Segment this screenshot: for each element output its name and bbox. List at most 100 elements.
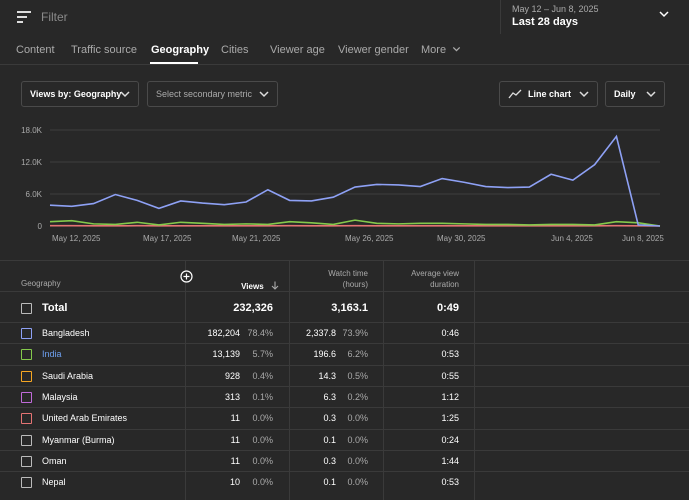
table-row[interactable]: Nepal 10 0.0% 0.1 0.0% 0:53 xyxy=(0,471,689,492)
tab-content[interactable]: Content xyxy=(16,44,55,56)
header-geography: Geography xyxy=(21,279,61,288)
header-watch-time-line1: Watch time xyxy=(328,269,368,278)
add-column-icon[interactable] xyxy=(180,270,193,283)
x-tick-label: May 26, 2025 xyxy=(345,234,394,243)
row-checkbox[interactable] xyxy=(21,349,32,361)
views-by-dropdown[interactable]: Views by: Geography xyxy=(21,81,139,107)
row-views: 928 xyxy=(224,370,240,381)
geography-table: Geography Views Watch time (hours) Avera… xyxy=(0,260,689,500)
header-watch-time[interactable]: Watch time (hours) xyxy=(328,269,368,289)
chart-type-dropdown[interactable]: Line chart xyxy=(499,81,598,107)
granularity-label: Daily xyxy=(614,89,636,99)
tab-viewer-age[interactable]: Viewer age xyxy=(270,44,325,56)
row-checkbox[interactable] xyxy=(21,391,32,403)
tab-more-label: More xyxy=(421,44,447,56)
row-checkbox[interactable] xyxy=(21,477,32,489)
table-row[interactable]: Saudi Arabia 928 0.4% 14.3 0.5% 0:55 xyxy=(0,364,689,386)
y-tick-label: 12.0K xyxy=(21,158,42,167)
row-avg-duration: 0:46 xyxy=(441,328,459,338)
row-views-pct: 0.0% xyxy=(252,434,273,445)
y-tick-label: 0 xyxy=(37,222,42,231)
tab-traffic-source[interactable]: Traffic source xyxy=(71,44,138,56)
row-watch-time: 0.1 xyxy=(323,434,336,445)
row-views: 11 xyxy=(230,434,240,445)
table-row[interactable]: United Arab Emirates 11 0.0% 0.3 0.0% 1:25 xyxy=(0,407,689,428)
row-country[interactable]: Myanmar (Burma) xyxy=(42,434,115,445)
row-views-pct: 0.0% xyxy=(252,455,273,466)
row-watch-time: 6.3 xyxy=(323,391,336,402)
row-country[interactable]: Saudi Arabia xyxy=(42,370,94,381)
tab-cities[interactable]: Cities xyxy=(221,44,249,56)
series-line xyxy=(49,134,661,227)
row-watch-time: 196.6 xyxy=(313,349,336,360)
granularity-dropdown[interactable]: Daily xyxy=(605,81,665,107)
row-views: 10 xyxy=(229,477,240,488)
total-label: Total xyxy=(42,302,68,314)
row-watch-pct: 0.0% xyxy=(347,455,368,466)
chevron-down-icon xyxy=(453,46,461,52)
header-avg-view-duration[interactable]: Average view duration xyxy=(411,269,459,289)
header-views-label: Views xyxy=(241,282,264,291)
total-avg-duration: 0:49 xyxy=(436,302,459,314)
views-by-label: Views by: Geography xyxy=(30,89,122,99)
tab-more[interactable]: More xyxy=(421,44,461,56)
series-line xyxy=(49,219,661,227)
column-divider xyxy=(474,261,475,500)
date-range-picker[interactable]: May 12 – Jun 8, 2025 Last 28 days xyxy=(500,0,689,34)
x-tick-label: May 17, 2025 xyxy=(143,234,192,243)
column-divider xyxy=(383,261,384,500)
row-watch-time: 0.3 xyxy=(323,413,336,424)
chevron-down-icon xyxy=(659,11,669,18)
row-checkbox[interactable] xyxy=(21,370,32,382)
table-row[interactable]: Oman 11 0.0% 0.3 0.0% 1:44 xyxy=(0,449,689,471)
table-row[interactable]: India 13,139 5.7% 196.6 6.2% 0:53 xyxy=(0,343,689,364)
tab-bar: Content Traffic source Geography Cities … xyxy=(0,34,689,65)
tab-viewer-gender[interactable]: Viewer gender xyxy=(338,44,409,56)
row-views: 13,139 xyxy=(212,349,240,360)
row-country[interactable]: Nepal xyxy=(42,477,66,488)
date-range-label: Last 28 days xyxy=(512,16,579,28)
x-tick-label: Jun 8, 2025 xyxy=(622,234,664,243)
line-chart-icon xyxy=(508,89,522,99)
tab-geography[interactable]: Geography xyxy=(151,44,210,56)
row-country[interactable]: United Arab Emirates xyxy=(42,413,128,424)
table-row[interactable]: Bangladesh 182,204 78.4% 2,337.8 73.9% 0:46 xyxy=(0,322,689,343)
row-checkbox[interactable] xyxy=(21,434,32,446)
chart-plot-area xyxy=(49,129,661,227)
row-watch-time: 14.3 xyxy=(318,370,336,381)
row-watch-pct: 0.0% xyxy=(347,434,368,445)
y-tick-label: 18.0K xyxy=(21,126,42,135)
row-country[interactable]: Bangladesh xyxy=(42,328,90,338)
row-avg-duration: 1:44 xyxy=(441,455,459,466)
row-country[interactable]: Malaysia xyxy=(42,391,78,402)
row-watch-time: 0.1 xyxy=(323,477,336,488)
secondary-metric-dropdown[interactable]: Select secondary metric xyxy=(147,81,278,107)
table-row[interactable]: Malaysia 313 0.1% 6.3 0.2% 1:12 xyxy=(0,385,689,407)
row-checkbox[interactable] xyxy=(21,455,32,467)
row-views-pct: 0.1% xyxy=(252,391,273,402)
chevron-down-icon xyxy=(579,91,589,98)
column-divider xyxy=(185,261,186,500)
row-avg-duration: 1:25 xyxy=(441,413,459,424)
filter-input[interactable]: Filter xyxy=(41,10,68,24)
x-tick-label: May 21, 2025 xyxy=(232,234,281,243)
top-bar: Filter May 12 – Jun 8, 2025 Last 28 days xyxy=(0,0,689,34)
views-line-chart: 18.0K 12.0K 6.0K 0 May 12, 2025 May 17, … xyxy=(0,118,689,250)
total-views: 232,326 xyxy=(233,302,273,314)
total-checkbox[interactable] xyxy=(21,303,32,314)
header-views[interactable]: Views xyxy=(241,278,279,292)
row-views: 11 xyxy=(230,413,240,424)
row-views: 11 xyxy=(230,455,240,466)
table-row[interactable]: Myanmar (Burma) 11 0.0% 0.1 0.0% 0:24 xyxy=(0,428,689,450)
header-avg-line1: Average view xyxy=(411,269,459,278)
filter-icon[interactable] xyxy=(17,11,31,23)
row-checkbox[interactable] xyxy=(21,328,32,339)
row-country[interactable]: Oman xyxy=(42,455,67,466)
row-country[interactable]: India xyxy=(42,349,62,360)
sort-down-arrow-icon xyxy=(271,281,279,291)
y-tick-label: 6.0K xyxy=(25,190,42,199)
row-avg-duration: 0:53 xyxy=(441,349,459,360)
x-tick-label: May 30, 2025 xyxy=(437,234,486,243)
column-divider xyxy=(289,261,290,500)
row-checkbox[interactable] xyxy=(21,413,32,425)
